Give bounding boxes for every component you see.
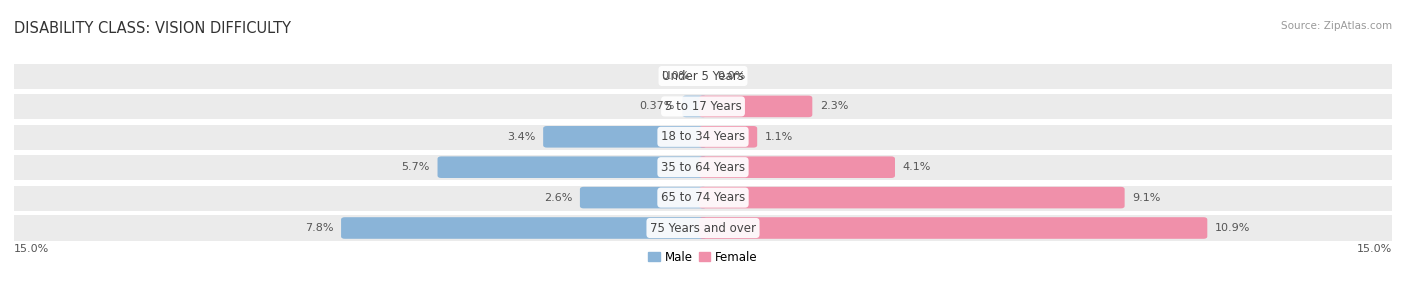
Bar: [14, 94, 1392, 119]
Legend: Male, Female: Male, Female: [644, 246, 762, 269]
Text: 65 to 74 Years: 65 to 74 Years: [661, 191, 745, 204]
Text: 18 to 34 Years: 18 to 34 Years: [661, 130, 745, 143]
Bar: [14, 215, 1392, 241]
Text: Under 5 Years: Under 5 Years: [662, 70, 744, 82]
FancyBboxPatch shape: [682, 96, 707, 117]
Text: 3.4%: 3.4%: [508, 132, 536, 142]
Text: 10.9%: 10.9%: [1215, 223, 1250, 233]
Text: 0.0%: 0.0%: [661, 71, 689, 81]
Bar: [14, 154, 1392, 180]
FancyBboxPatch shape: [699, 157, 896, 178]
Text: 15.0%: 15.0%: [14, 244, 49, 254]
Text: Source: ZipAtlas.com: Source: ZipAtlas.com: [1281, 21, 1392, 31]
Text: 0.37%: 0.37%: [640, 102, 675, 111]
FancyBboxPatch shape: [699, 217, 1208, 239]
Text: 0.0%: 0.0%: [717, 71, 745, 81]
Text: DISABILITY CLASS: VISION DIFFICULTY: DISABILITY CLASS: VISION DIFFICULTY: [14, 21, 291, 36]
FancyBboxPatch shape: [543, 126, 707, 148]
FancyBboxPatch shape: [437, 157, 707, 178]
FancyBboxPatch shape: [579, 187, 707, 209]
Bar: [14, 185, 1392, 211]
Text: 35 to 64 Years: 35 to 64 Years: [661, 161, 745, 174]
Text: 15.0%: 15.0%: [1357, 244, 1392, 254]
FancyBboxPatch shape: [699, 187, 1125, 209]
Text: 1.1%: 1.1%: [765, 132, 793, 142]
Text: 5 to 17 Years: 5 to 17 Years: [665, 100, 741, 113]
FancyBboxPatch shape: [699, 126, 758, 148]
Text: 7.8%: 7.8%: [305, 223, 333, 233]
Text: 2.3%: 2.3%: [820, 102, 848, 111]
Text: 9.1%: 9.1%: [1132, 193, 1161, 202]
Text: 5.7%: 5.7%: [401, 162, 430, 172]
Text: 2.6%: 2.6%: [544, 193, 572, 202]
FancyBboxPatch shape: [699, 96, 813, 117]
FancyBboxPatch shape: [342, 217, 707, 239]
Bar: [14, 63, 1392, 89]
Text: 4.1%: 4.1%: [903, 162, 931, 172]
Bar: [14, 124, 1392, 150]
Text: 75 Years and over: 75 Years and over: [650, 222, 756, 234]
